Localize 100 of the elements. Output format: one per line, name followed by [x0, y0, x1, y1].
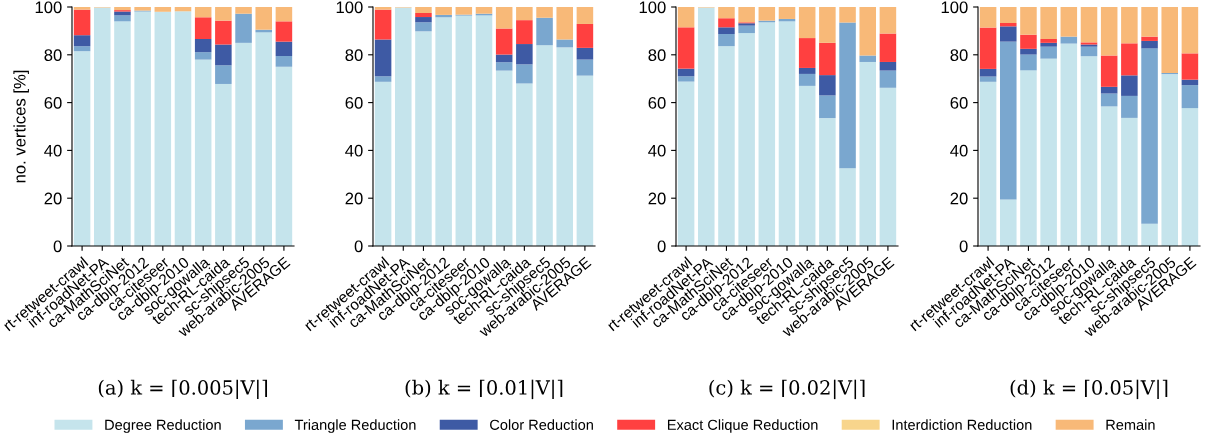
bar	[576, 47, 594, 60]
bar	[215, 65, 232, 84]
bar	[1141, 40, 1158, 49]
y-tick-label: 40	[648, 144, 666, 157]
bar	[798, 38, 816, 68]
bar	[415, 31, 432, 246]
bar	[73, 35, 91, 47]
bar	[275, 21, 293, 42]
bar	[154, 7, 172, 12]
bar	[215, 83, 232, 246]
bar	[275, 41, 293, 56]
y-tick-label: 80	[345, 49, 363, 61]
text: (a) k = ⌈0.005|V|⌉	[98, 379, 268, 400]
legend-label: Degree Reduction	[105, 419, 221, 433]
y-tick-label: 60	[345, 97, 363, 109]
bar	[819, 118, 836, 246]
bar	[879, 61, 897, 71]
bar	[1100, 55, 1118, 87]
bar	[1020, 54, 1037, 71]
bar	[979, 27, 997, 69]
bar	[738, 33, 755, 246]
bar	[798, 7, 816, 39]
text: (b) k = ⌈0.01|V|⌉	[405, 379, 563, 400]
bar	[1000, 7, 1017, 24]
legend-label: Exact Clique Reduction	[667, 419, 818, 433]
bar	[495, 28, 513, 55]
y-axis-title: no. vertices [%]	[13, 70, 29, 183]
bar	[819, 7, 836, 43]
y-tick-label: 100	[941, 1, 968, 14]
bar	[73, 46, 91, 52]
bar	[1020, 70, 1037, 246]
bar	[1181, 53, 1199, 80]
y-tick-label: 0	[959, 240, 968, 253]
bar	[819, 95, 836, 119]
bar	[194, 59, 212, 246]
bar	[73, 7, 91, 10]
bar	[415, 22, 432, 32]
bar	[556, 7, 573, 40]
y-tick-label: 0	[53, 240, 62, 253]
bar	[979, 68, 997, 77]
bar	[1181, 85, 1199, 109]
bar	[194, 7, 212, 18]
y-tick-label: 40	[345, 144, 363, 157]
y-tick-label: 0	[354, 240, 363, 253]
bar	[1000, 23, 1017, 27]
y-tick-label: 0	[657, 240, 666, 253]
bar	[1141, 223, 1158, 246]
bar	[73, 9, 91, 36]
bar	[1040, 7, 1057, 40]
bar	[979, 7, 997, 28]
bar	[374, 76, 392, 82]
bar	[516, 64, 533, 84]
bar	[374, 81, 392, 246]
bar	[1100, 86, 1118, 94]
bar	[1181, 108, 1199, 246]
bar	[194, 52, 212, 60]
bar	[73, 51, 91, 246]
bar	[1060, 36, 1078, 44]
bar	[576, 59, 594, 76]
bar	[576, 23, 594, 48]
y-tick-label: 60	[950, 97, 968, 109]
bar	[1121, 75, 1138, 96]
bar	[677, 76, 695, 82]
legend-label: Remain	[1106, 419, 1155, 430]
y-tick-label: 60	[44, 97, 62, 109]
bar	[495, 7, 513, 29]
bar	[415, 7, 432, 13]
bar	[114, 21, 131, 246]
bar	[1100, 7, 1118, 56]
bar	[1060, 43, 1078, 246]
bar	[1100, 106, 1118, 246]
bar	[859, 7, 876, 56]
bar	[1000, 26, 1017, 42]
bar	[1000, 41, 1017, 200]
bar	[174, 11, 192, 246]
bar	[1141, 7, 1158, 37]
bar	[194, 39, 212, 53]
bar	[1181, 7, 1199, 54]
bar	[495, 70, 513, 246]
bar	[435, 17, 452, 246]
bar	[235, 13, 252, 43]
bar	[94, 7, 111, 246]
bar	[738, 7, 755, 23]
bar	[677, 81, 695, 246]
bar	[1121, 95, 1138, 118]
bar	[215, 44, 232, 66]
y-tick-label: 80	[44, 49, 62, 61]
bar	[1060, 7, 1078, 37]
bar	[415, 17, 432, 23]
bar	[718, 7, 735, 19]
bar	[215, 7, 232, 21]
bar	[536, 7, 553, 18]
bar	[698, 7, 715, 246]
bar	[758, 7, 776, 21]
bar	[1020, 34, 1037, 49]
bar	[798, 73, 816, 86]
bar	[879, 70, 897, 88]
bar	[677, 27, 695, 69]
bar	[839, 22, 856, 169]
bar	[374, 39, 392, 77]
